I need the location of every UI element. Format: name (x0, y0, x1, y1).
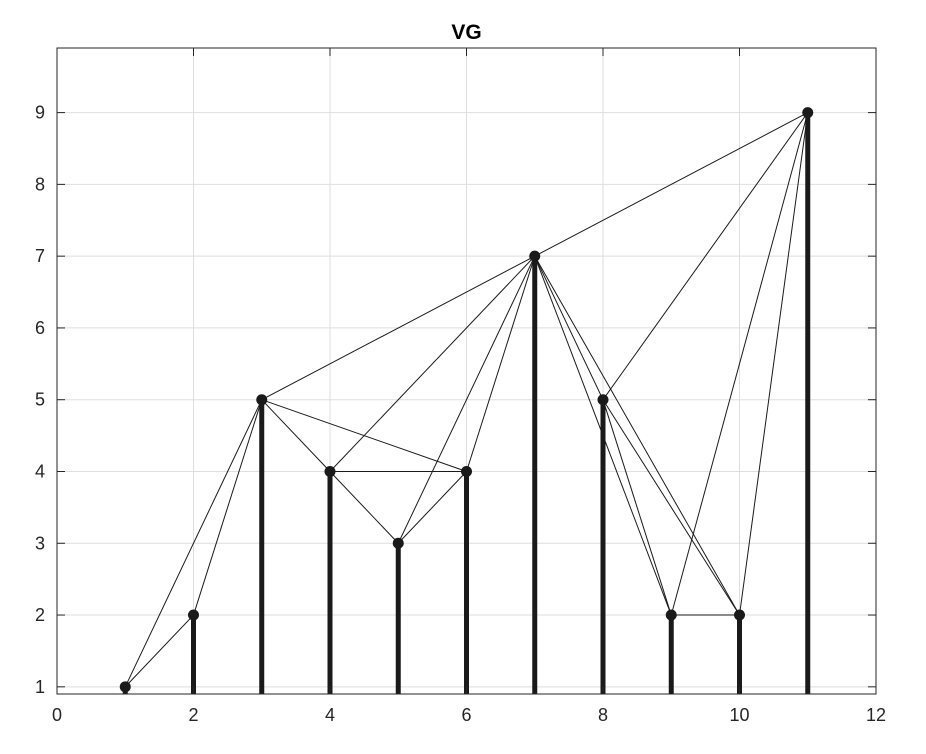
data-point (324, 465, 336, 477)
graph-edge (397, 255, 536, 544)
data-point (119, 681, 131, 693)
stem-bars (122, 112, 811, 694)
x-tick-labels: 0 2 4 6 8 10 12 (52, 705, 886, 725)
data-point (597, 394, 609, 406)
data-point (256, 394, 268, 406)
y-tick-label: 7 (35, 246, 45, 266)
graph-edge (602, 399, 740, 616)
graph-edge (397, 471, 467, 544)
data-point (392, 537, 404, 549)
data-point (188, 609, 199, 621)
data-markers (119, 107, 814, 693)
graph-edge (602, 399, 672, 616)
y-tick-label: 3 (35, 533, 45, 553)
graph-edge (670, 112, 809, 616)
y-tick-label: 9 (35, 103, 45, 123)
data-point (802, 107, 814, 119)
graph-edge (534, 112, 808, 257)
x-tick-label: 2 (188, 705, 198, 725)
x-tick-label: 0 (52, 705, 62, 725)
y-tick-labels: 1 2 3 4 5 6 7 8 9 (35, 103, 45, 697)
graph-edge (534, 255, 604, 400)
graph-edge (124, 399, 263, 688)
y-tick-label: 8 (35, 174, 45, 194)
graph-edge (261, 255, 535, 401)
axis-ticks (57, 48, 876, 694)
data-point (665, 609, 677, 621)
graph-edge (534, 255, 740, 616)
y-tick-label: 4 (35, 461, 45, 481)
x-tick-label: 8 (598, 705, 608, 725)
data-point (529, 250, 541, 262)
graph-edge (124, 614, 194, 688)
graph-edge (466, 256, 536, 472)
y-tick-label: 2 (35, 605, 45, 625)
x-tick-label: 10 (729, 705, 749, 725)
x-tick-label: 4 (325, 705, 335, 725)
graph-edge (193, 399, 263, 616)
y-tick-label: 6 (35, 318, 45, 338)
graph-edge (261, 399, 331, 472)
x-tick-label: 12 (866, 705, 886, 725)
graph-edges (124, 112, 809, 688)
y-tick-label: 1 (35, 677, 45, 697)
data-point (461, 465, 472, 477)
graph-edge (329, 471, 399, 544)
graph-edge (602, 112, 809, 401)
chart-title: VG (451, 21, 481, 44)
x-tick-label: 6 (461, 705, 471, 725)
data-point (734, 609, 745, 621)
y-tick-label: 5 (35, 390, 45, 410)
graph-edge (739, 112, 809, 616)
graph-edge (329, 255, 536, 472)
